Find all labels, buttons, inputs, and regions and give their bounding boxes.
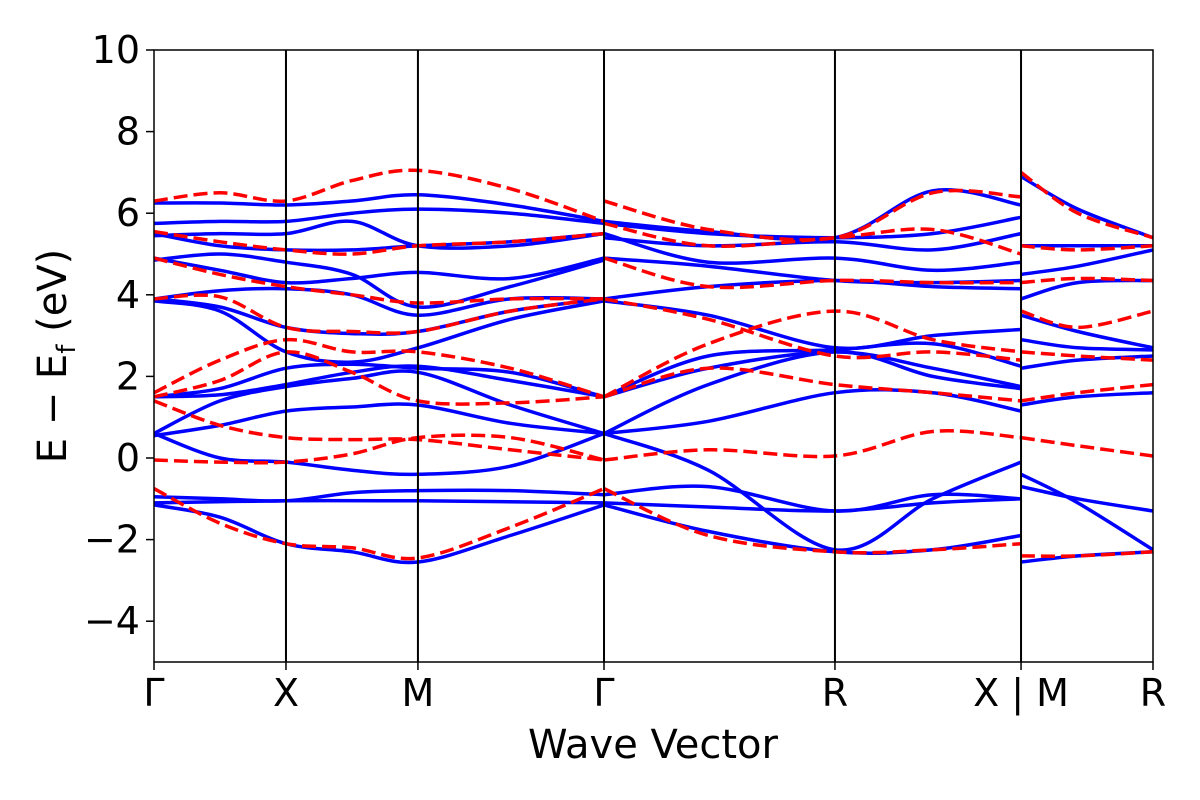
band-line-solid-42 [1020,174,1153,240]
band-line-solid-31 [603,188,1022,242]
band-line-solid-19 [603,484,1022,513]
band-line-solid-23 [603,350,1022,399]
x-axis-label: Wave Vector [528,722,779,768]
series-solid [154,174,1153,565]
band-line-solid-16 [154,193,605,224]
band-line-solid-35 [1020,390,1153,407]
x-tick-label: R [1140,671,1166,715]
band-line-dashed-18 [1020,435,1153,458]
y-axis-label: E − Ef (eV) [30,249,82,464]
band-line-solid-5 [154,369,605,436]
band-line-solid-36 [1020,354,1153,370]
x-axis-ticks: Γ X M Γ R X | M R [143,662,1166,716]
band-line-solid-3 [154,431,605,477]
band-line-solid-14 [154,219,605,250]
band-line-dashed-20 [1020,350,1153,362]
y-axis-label-subscript: f [52,344,82,354]
band-line-solid-13 [154,231,605,253]
band-line-solid-25 [603,299,1022,351]
band-line-dashed-9 [603,487,1022,555]
band-line-solid-0 [154,503,605,565]
band-line-solid-34 [1020,484,1153,513]
band-line-dashed-23 [1020,244,1153,252]
y-tick-label: 8 [116,110,140,154]
x-tick-label: X [273,671,299,715]
band-line-solid-15 [154,207,605,226]
y-tick-label: 4 [116,273,140,317]
band-line-solid-1 [154,498,605,505]
band-line-solid-33 [1020,472,1153,552]
y-tick-label: 0 [116,436,140,480]
band-line-dashed-0 [154,486,605,561]
band-line-dashed-4 [154,337,605,399]
band-line-solid-32 [1020,550,1153,564]
y-tick-label: 6 [116,191,140,235]
y-axis-label-unit: (eV) [30,249,76,345]
band-line-dashed-24 [1019,170,1153,240]
band-line-solid-12 [154,252,605,309]
band-line-dashed-17 [1020,550,1153,558]
band-line-solid-24 [603,341,1022,399]
band-line-solid-40 [1020,248,1153,277]
y-axis-ticks: −4 −2 0 2 4 6 8 10 [84,28,154,643]
band-line-dashed-7 [154,229,605,256]
band-line-dashed-19 [1020,382,1153,403]
band-line-solid-37 [1020,337,1153,352]
y-tick-label: 2 [116,354,140,398]
y-tick-label: 10 [92,28,140,72]
band-line-dashed-22 [1020,276,1153,285]
band-line-dashed-5 [154,293,605,335]
y-axis-label-main: E − E [30,354,76,464]
band-line-solid-39 [1020,278,1153,301]
band-line-solid-29 [603,231,1022,252]
band-line-solid-7 [154,362,605,399]
band-line-solid-38 [1020,313,1153,350]
band-line-solid-28 [603,231,1022,273]
x-tick-label: R [822,671,848,715]
plot-frame [153,49,1154,663]
high-symmetry-lines [284,50,1023,662]
band-line-dashed-10 [603,429,1022,462]
x-tick-label: Γ [143,671,164,715]
band-line-solid-21 [603,388,1022,436]
band-line-solid-8 [154,299,605,364]
y-tick-label: −4 [84,599,140,643]
band-line-solid-11 [154,256,605,285]
x-tick-label: M [402,671,435,715]
band-line-dashed-3 [154,350,605,406]
band-line-solid-4 [154,402,605,438]
band-line-dashed-14 [603,256,1022,290]
x-tick-label: Γ [593,671,614,715]
band-line-dashed-6 [154,256,605,305]
band-line-dashed-16 [603,188,1022,242]
band-line-dashed-13 [603,297,1022,362]
x-tick-label: X | M [973,671,1069,716]
band-line-dashed-21 [1020,309,1153,330]
band-line-dashed-8 [154,168,605,224]
y-tick-label: −2 [84,518,140,562]
band-line-dashed-11 [603,366,1022,403]
bands-layer [154,168,1153,565]
band-line-dashed-1 [154,433,605,465]
band-line-dashed-2 [154,399,605,462]
band-line-solid-2 [154,488,605,503]
